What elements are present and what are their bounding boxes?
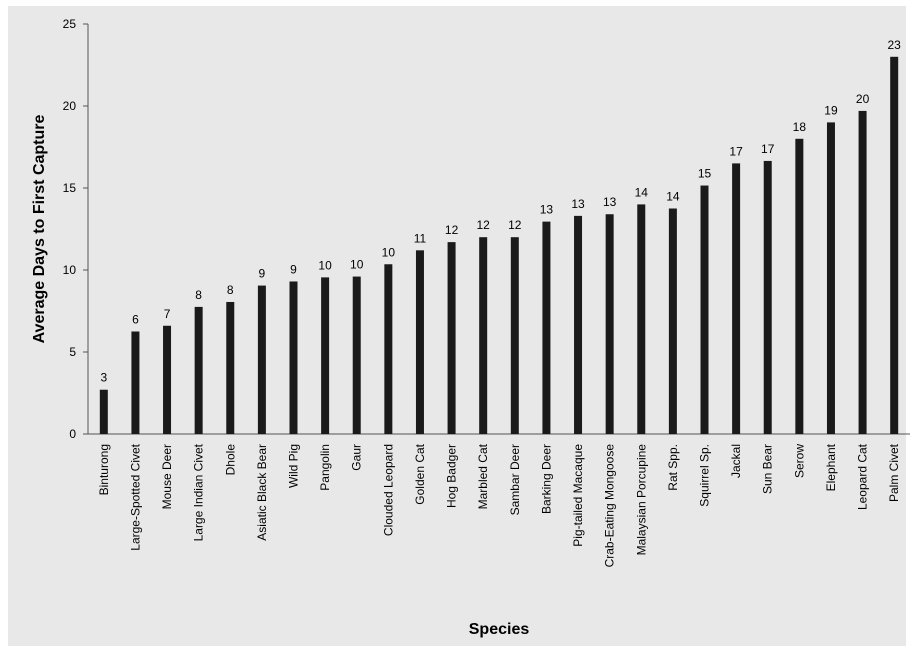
category-label: Jackal: [729, 444, 743, 478]
bar: [289, 281, 298, 434]
data-label: 13: [571, 197, 585, 211]
data-label: 15: [698, 167, 712, 181]
y-tick-label: 20: [63, 99, 77, 113]
data-label: 12: [508, 218, 522, 232]
category-label: Dhole: [223, 444, 237, 476]
data-label: 7: [164, 307, 171, 321]
category-label: Wild Pig: [287, 444, 301, 488]
bar: [542, 221, 551, 434]
category-label: Sambar Deer: [508, 444, 522, 515]
y-axis-ticks: 0 5 10 15 20 25: [63, 17, 88, 441]
category-label: Sun Bear: [761, 444, 775, 494]
bar: [858, 110, 867, 435]
bar: [384, 264, 393, 434]
bar: [826, 122, 835, 435]
data-label: 9: [290, 262, 297, 276]
data-label: 10: [382, 245, 396, 259]
category-labels: Binturong Large-Spotted Civet Mouse Deer La…: [97, 443, 901, 567]
data-label: 14: [635, 185, 649, 199]
bar: [510, 237, 519, 434]
category-label: Pig-tailed Macaque: [571, 444, 585, 547]
category-label: Asiatic Black Bear: [255, 444, 269, 541]
bar: [257, 285, 266, 434]
category-label: Golden Cat: [413, 443, 427, 504]
category-label: Large-Spotted Civet: [128, 443, 142, 550]
bar: [447, 242, 456, 434]
data-label: 12: [445, 223, 459, 237]
y-tick-label: 15: [63, 181, 77, 195]
category-label: Gaur: [350, 444, 364, 471]
y-tick-label: 0: [69, 427, 76, 441]
bar: [163, 325, 172, 434]
category-label: Serow: [792, 444, 806, 478]
bar: [795, 138, 804, 435]
category-label: Pangolin: [318, 444, 332, 491]
data-labels: 3 6 7 8 8 9 9 10 10 10 11 12 12 12 13 13 13 14 14 15 17 17 18 1…: [100, 38, 901, 385]
data-label: 18: [793, 120, 807, 134]
data-label: 13: [540, 203, 554, 217]
data-label: 10: [350, 258, 364, 272]
y-tick-label: 5: [69, 345, 76, 359]
data-label: 8: [227, 283, 234, 297]
y-tick-label: 25: [63, 17, 77, 31]
data-label: 14: [666, 190, 680, 204]
category-label: Rat Spp.: [666, 444, 680, 491]
data-label: 20: [856, 92, 870, 106]
category-label: Leopard Cat: [856, 443, 870, 510]
chart-background: [8, 6, 906, 646]
data-label: 13: [603, 195, 617, 209]
data-label: 17: [729, 144, 743, 158]
data-label: 8: [195, 288, 202, 302]
bar: [226, 301, 235, 434]
bar: [131, 331, 140, 434]
data-label: 6: [132, 313, 139, 327]
x-axis-title: Species: [469, 621, 530, 638]
data-label: 19: [824, 103, 838, 117]
y-axis-title: Average Days to First Capture: [31, 114, 48, 343]
category-label: Binturong: [97, 444, 111, 495]
category-label: Elephant: [824, 443, 838, 491]
bar: [732, 163, 741, 434]
bar: [700, 185, 709, 434]
data-label: 9: [259, 267, 266, 281]
bar: [194, 306, 203, 434]
data-label: 11: [414, 231, 427, 245]
bar: [890, 56, 899, 435]
category-label: Malaysian Porcupine: [634, 444, 648, 556]
category-label: Hog Badger: [445, 444, 459, 508]
bar: [668, 208, 677, 434]
bars: [99, 56, 899, 435]
category-label: Large Indian Civet: [192, 443, 206, 541]
category-label: Barking Deer: [539, 444, 553, 514]
data-label: 3: [100, 371, 107, 385]
data-label: 23: [888, 38, 902, 52]
category-label: Clouded Leopard: [381, 444, 395, 536]
bar: [605, 214, 614, 434]
bar: [99, 389, 108, 434]
y-tick-label: 10: [63, 263, 77, 277]
axes: [87, 24, 910, 435]
bar: [479, 237, 488, 434]
bar: [574, 215, 583, 434]
category-label: Marbled Cat: [476, 443, 490, 509]
bar: [415, 250, 424, 434]
category-label: Crab-Eating Mongoose: [603, 444, 617, 568]
bar: [763, 160, 772, 434]
bar: [321, 277, 330, 434]
bar: [637, 204, 646, 434]
data-label: 12: [477, 218, 491, 232]
category-label: Mouse Deer: [160, 444, 174, 509]
category-label: Squirrel Sp.: [698, 444, 712, 507]
category-label: Palm Civet: [887, 443, 901, 502]
bar: [352, 276, 361, 434]
data-label: 10: [318, 258, 332, 272]
data-label: 17: [761, 142, 775, 156]
